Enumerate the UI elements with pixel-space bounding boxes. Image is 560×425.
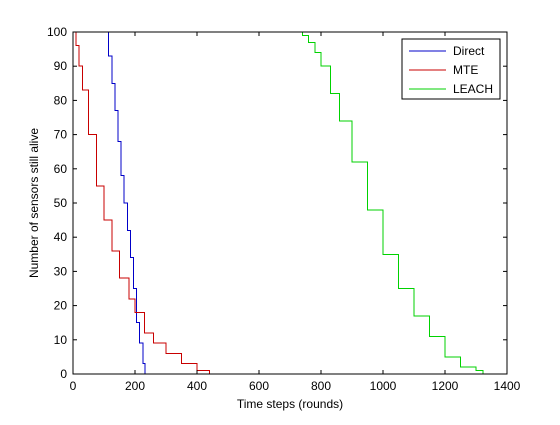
series-line-mte bbox=[73, 31, 210, 374]
legend-label-mte: MTE bbox=[453, 63, 478, 77]
series-layer bbox=[73, 31, 486, 375]
y-tick-label: 40 bbox=[54, 230, 68, 244]
x-tick-label: 200 bbox=[125, 379, 145, 393]
y-tick-label: 60 bbox=[54, 162, 68, 176]
x-tick-label: 800 bbox=[311, 379, 331, 393]
series-line-leach bbox=[73, 31, 486, 375]
y-tick-label: 0 bbox=[60, 367, 67, 381]
legend-label-leach: LEACH bbox=[453, 82, 493, 96]
x-tick-label: 0 bbox=[70, 379, 77, 393]
y-tick-label: 20 bbox=[54, 299, 68, 313]
legend: Direct MTE LEACH bbox=[401, 38, 501, 100]
y-tick-label: 90 bbox=[54, 59, 68, 73]
y-tick-label: 80 bbox=[54, 93, 68, 107]
x-tick-label: 1400 bbox=[494, 379, 521, 393]
x-tick-label: 400 bbox=[187, 379, 207, 393]
y-tick-label: 30 bbox=[54, 264, 68, 278]
legend-label-direct: Direct bbox=[453, 44, 485, 58]
series-line-direct bbox=[73, 31, 146, 374]
x-axis-label: Time steps (rounds) bbox=[237, 397, 343, 411]
x-tick-label: 1000 bbox=[370, 379, 397, 393]
y-tick-label: 70 bbox=[54, 128, 68, 142]
y-tick-label: 100 bbox=[47, 25, 67, 39]
y-tick-label: 50 bbox=[54, 196, 68, 210]
x-tick-label: 1200 bbox=[432, 379, 459, 393]
y-tick-label: 10 bbox=[54, 333, 68, 347]
tick-layer: 0 200 400 600 800 1000 1200 1400 0 10 20 30 40 50 60 70… bbox=[47, 25, 521, 393]
y-axis-label: Number of sensors still alive bbox=[27, 128, 41, 278]
x-tick-label: 600 bbox=[249, 379, 269, 393]
